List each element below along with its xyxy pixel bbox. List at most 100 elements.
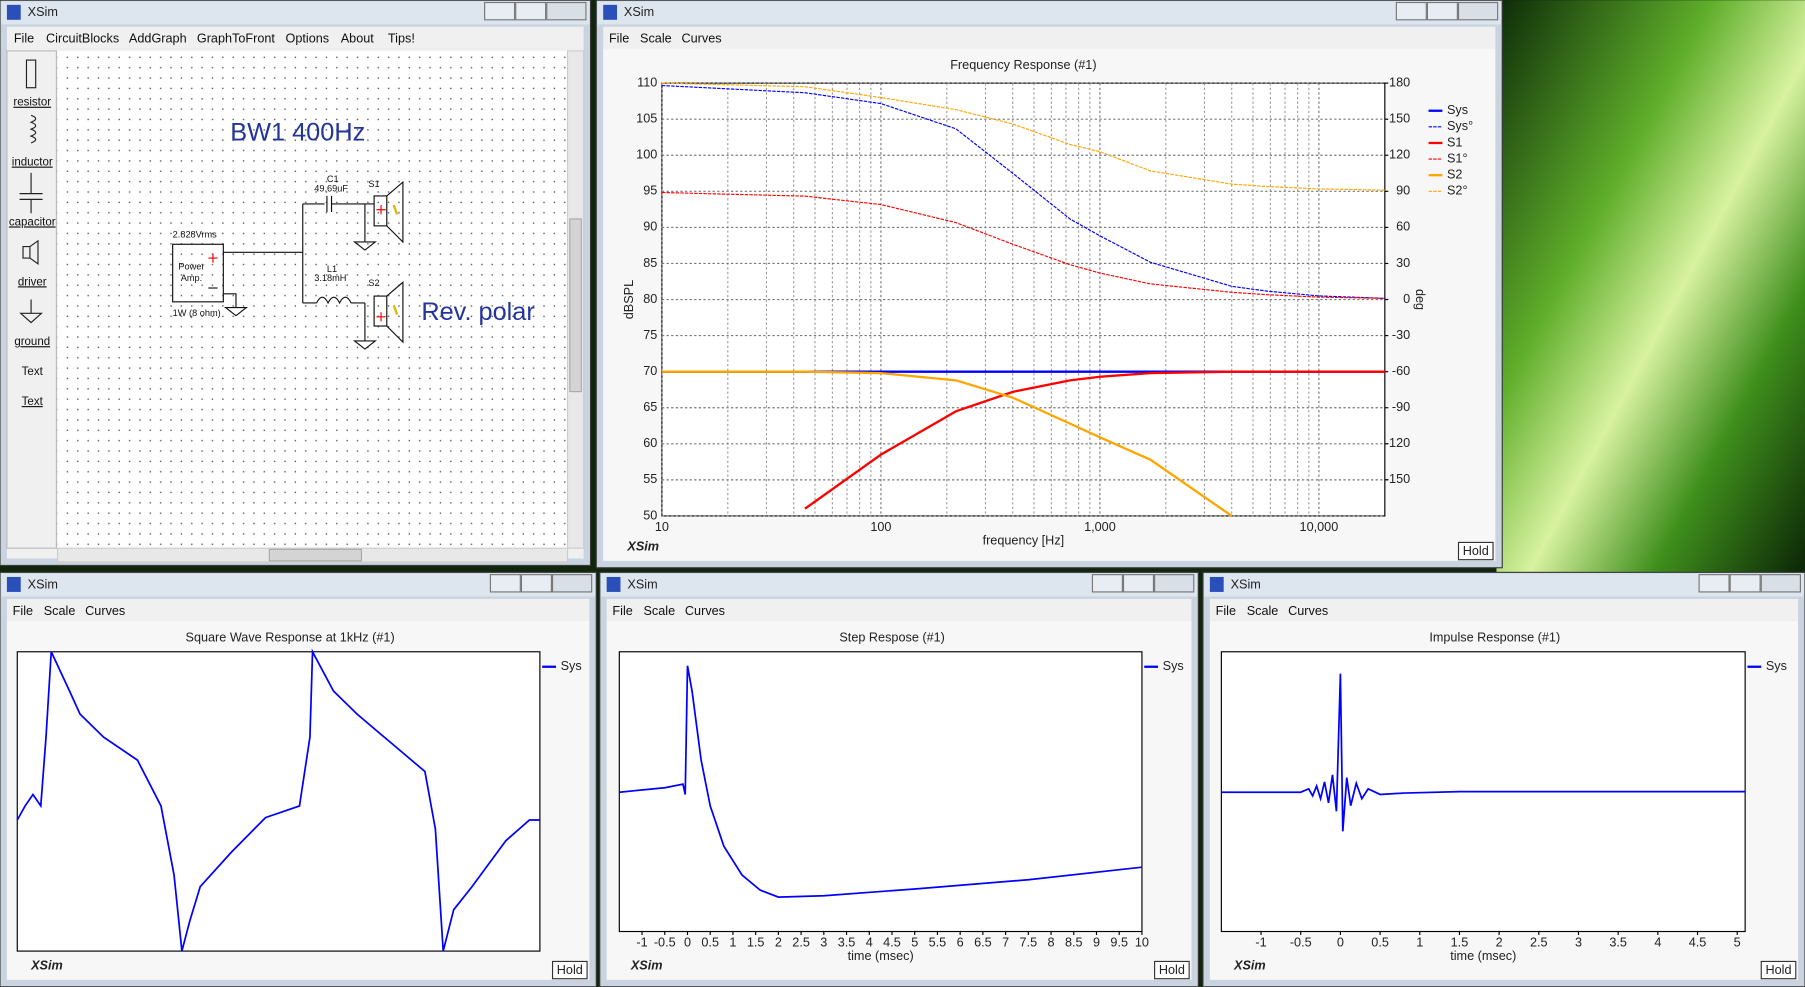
tool-label[interactable]: inductor — [12, 157, 53, 169]
maximize-button[interactable] — [515, 1, 547, 21]
x-tick-label: 3 — [1575, 935, 1582, 949]
tool-label[interactable]: Text — [22, 366, 44, 378]
y-tick-label: 100 — [636, 148, 657, 162]
menu-item[interactable]: About — [341, 32, 375, 46]
x-tick-label: 3.5 — [1609, 935, 1627, 949]
menu-item[interactable]: File — [14, 32, 34, 46]
scroll-thumb[interactable] — [268, 548, 363, 562]
y2-tick-label: 90 — [1396, 184, 1410, 198]
wallpaper — [1496, 0, 1805, 576]
menu-item[interactable]: Curves — [681, 32, 721, 46]
plot-area — [618, 651, 1143, 933]
maximize-button[interactable] — [1729, 574, 1761, 593]
warning — [392, 204, 399, 315]
canvas-grid — [57, 50, 568, 549]
menu-item[interactable]: GraphToFront — [197, 32, 276, 46]
y-tick-label: 75 — [643, 328, 657, 342]
maximize-button[interactable] — [1426, 1, 1458, 21]
hold-label[interactable]: Hold — [1463, 544, 1489, 558]
legend-label: Sys — [1447, 103, 1468, 117]
tool-icons — [19, 59, 43, 324]
menu-item[interactable]: File — [1216, 604, 1236, 618]
scroll-thumb[interactable] — [569, 218, 582, 393]
schematic-note: Rev. polar — [421, 298, 535, 326]
menu-item[interactable]: File — [13, 604, 33, 618]
minimize-button[interactable] — [1395, 1, 1427, 21]
close-button[interactable] — [1760, 574, 1801, 593]
window-title: XSim — [1231, 577, 1261, 591]
maximize-button[interactable] — [520, 574, 552, 593]
x-tick-label: 0.5 — [1371, 935, 1389, 949]
tool-label[interactable]: ground — [14, 336, 50, 348]
menu-item[interactable]: AddGraph — [129, 32, 187, 46]
menu-item[interactable]: Curves — [685, 604, 725, 618]
menu-item[interactable]: CircuitBlocks — [46, 32, 119, 46]
x-tick-label: 5 — [911, 935, 918, 949]
legend-label: Sys° — [1447, 119, 1473, 133]
legend-label: Sys — [1163, 659, 1184, 673]
menu-item[interactable]: File — [612, 604, 632, 618]
wire — [223, 203, 365, 304]
capacitor — [326, 195, 333, 213]
maximize-button[interactable] — [1122, 574, 1155, 593]
plus-sign — [208, 253, 218, 263]
plot-area — [16, 651, 541, 952]
minimize-button[interactable] — [489, 574, 521, 593]
menu-bar — [606, 598, 1192, 621]
hold-button[interactable] — [1154, 960, 1190, 980]
chart-title: Frequency Response (#1) — [950, 58, 1096, 72]
part-label: S1 — [368, 179, 379, 189]
ground — [352, 203, 377, 251]
close-button[interactable] — [1154, 574, 1195, 593]
menu-item[interactable]: Curves — [85, 604, 125, 618]
hold-button[interactable] — [551, 960, 588, 980]
close-button[interactable] — [1457, 1, 1499, 21]
app-icon — [6, 4, 21, 20]
window-title: XSim — [624, 5, 654, 19]
series-line — [661, 191, 1385, 299]
x-tick-label: 10 — [655, 520, 669, 534]
menu-item[interactable]: Options — [285, 32, 329, 46]
close-button[interactable] — [551, 574, 593, 593]
hold-label[interactable]: Hold — [557, 963, 583, 977]
ground — [352, 302, 377, 350]
legend-label: Sys — [1766, 659, 1787, 673]
y-tick-label: 65 — [643, 400, 657, 414]
tool-label[interactable]: resistor — [13, 97, 51, 109]
hold-button[interactable] — [1457, 541, 1494, 561]
x-tick-label: 0.5 — [701, 935, 719, 949]
source-label: Amp. — [181, 273, 202, 283]
menu-item[interactable]: Scale — [44, 604, 76, 618]
x-tick-label: 1 — [1416, 935, 1423, 949]
menu-item[interactable]: Scale — [640, 32, 672, 46]
menu-item[interactable]: File — [609, 32, 629, 46]
source-label: 1W (8 ohm) — [173, 308, 221, 318]
tool-label[interactable]: driver — [18, 276, 47, 288]
legend-label: S2 — [1447, 168, 1462, 182]
circuit — [172, 180, 404, 350]
close-button[interactable] — [546, 1, 587, 21]
tool-label[interactable]: capacitor — [9, 216, 56, 228]
x-tick-label: 2 — [1496, 935, 1503, 949]
menu-item[interactable]: Scale — [1247, 604, 1279, 618]
minimize-button[interactable] — [1091, 574, 1123, 593]
minimize-button[interactable] — [484, 1, 516, 21]
hold-label[interactable]: Hold — [1159, 963, 1185, 977]
chart-window: XSim File Scale Curves XSim Hold Step Respose … — [599, 571, 1199, 987]
legend-label: S2° — [1447, 184, 1468, 198]
chart-title: Square Wave Response at 1kHz (#1) — [186, 630, 395, 644]
series-line — [661, 82, 1385, 191]
x-tick-label: 5.5 — [929, 935, 947, 949]
y2-tick-label: 60 — [1396, 220, 1410, 234]
tool-label[interactable]: Text — [22, 396, 44, 408]
minimize-button[interactable] — [1698, 574, 1730, 593]
hold-label[interactable]: Hold — [1766, 963, 1792, 977]
menu-item[interactable]: Curves — [1288, 604, 1328, 618]
hold-button[interactable] — [1760, 960, 1797, 980]
menu-item[interactable]: Tips! — [388, 32, 415, 46]
y-tick-label: 110 — [637, 75, 657, 89]
source-label: 2.828Vrms — [173, 230, 217, 240]
y-tick-label: 90 — [643, 220, 657, 234]
menu-item[interactable]: Scale — [643, 604, 675, 618]
x-tick-label: 2.5 — [792, 935, 810, 949]
